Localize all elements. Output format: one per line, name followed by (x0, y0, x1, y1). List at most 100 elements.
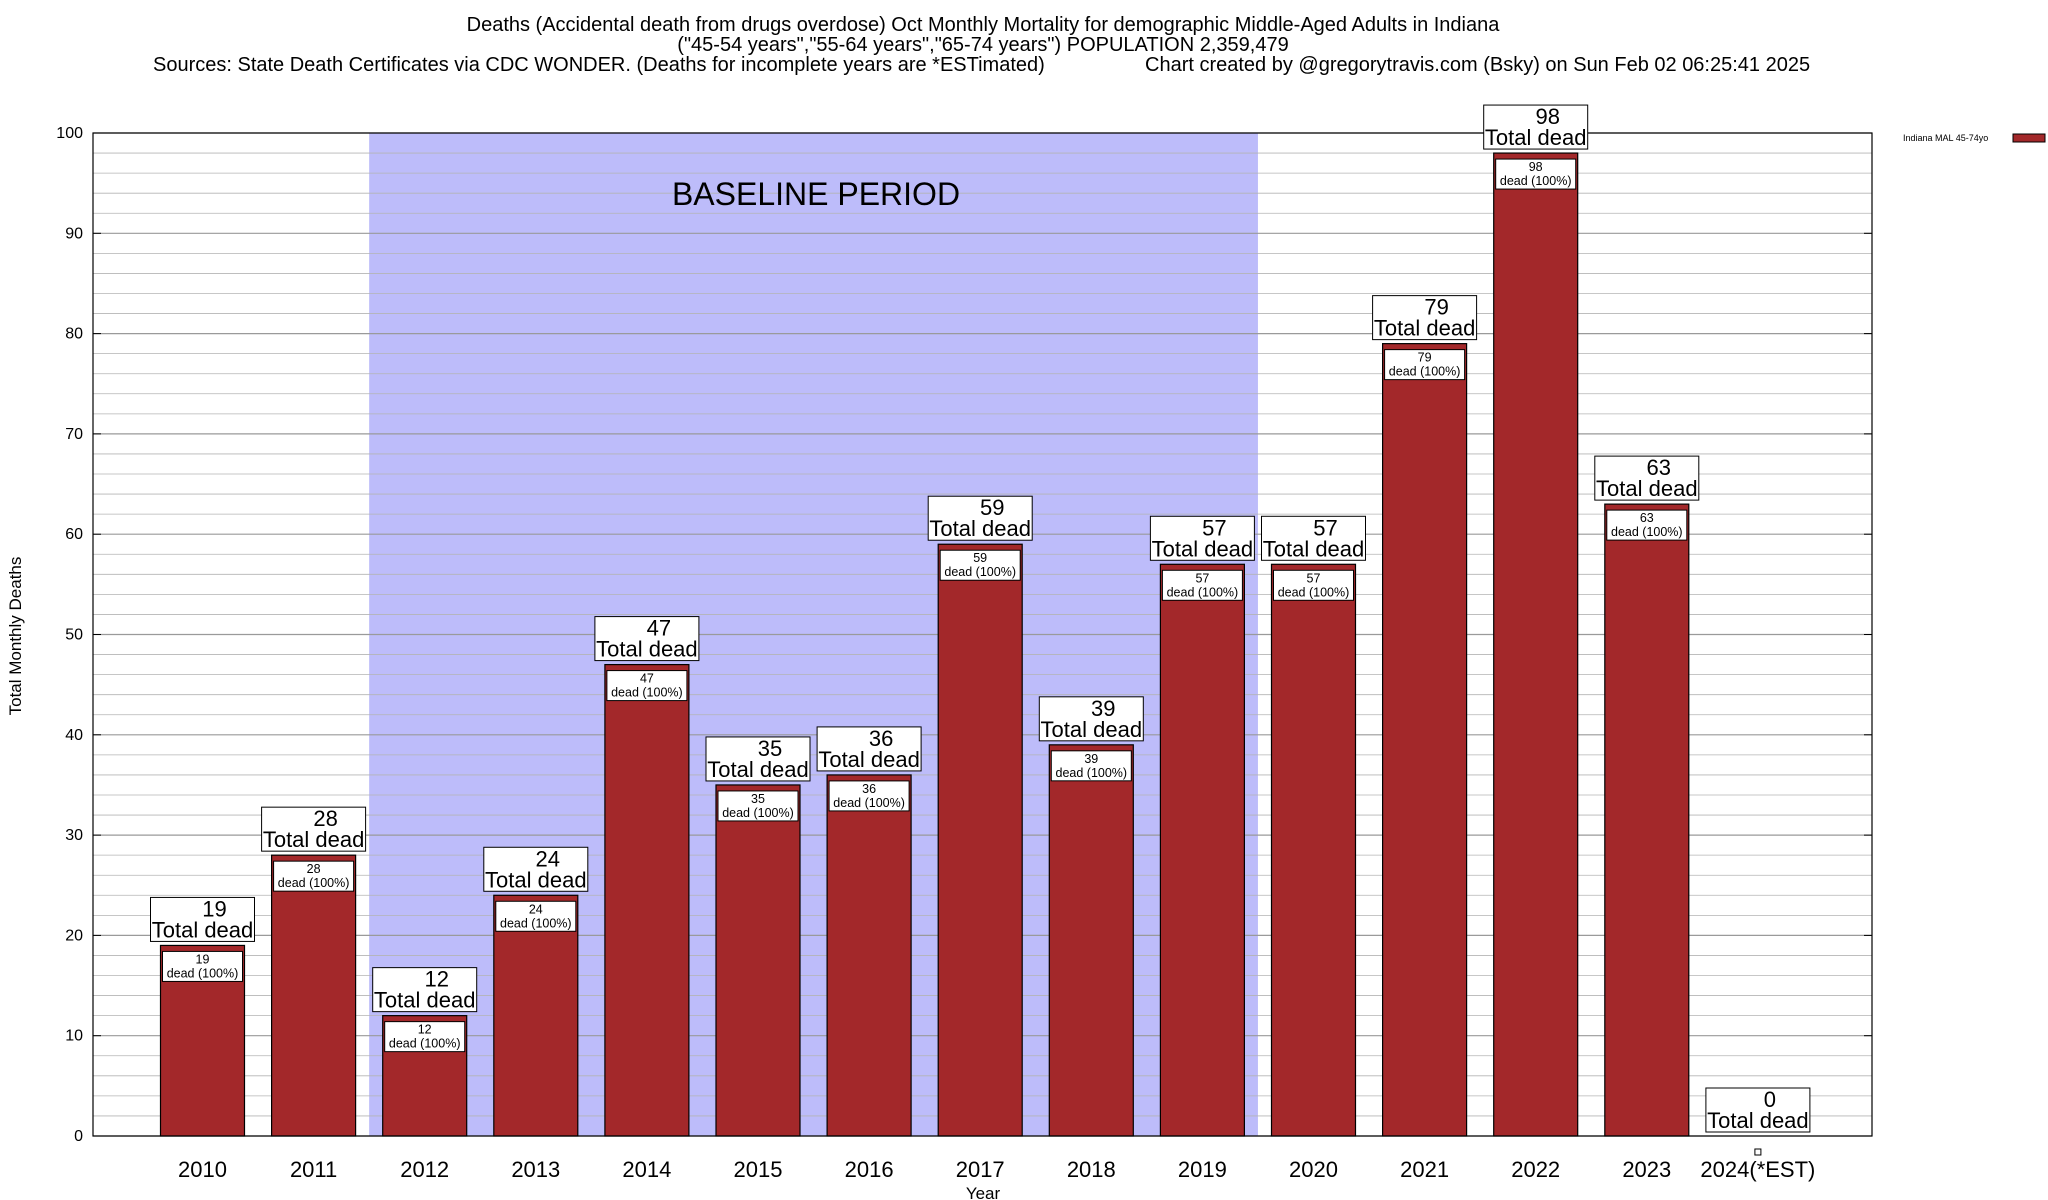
bar-inner-label-box (273, 860, 355, 892)
callout-value: 98 (1535, 104, 1559, 129)
plot-frame-layer: 0 10 20 30 40 50 60 70 80 90 100 2010 2011 2012 2013 20… (56, 125, 1873, 1182)
bar-inner-value: 57 (1307, 571, 1321, 585)
bar (1270, 563, 1357, 1137)
bars-layer (159, 152, 1762, 1156)
x-tick-label: 2024(*EST) (1700, 1157, 1815, 1182)
bar-inner-label: dead (100%) (278, 876, 350, 890)
callout-value: 28 (313, 806, 337, 831)
bar-inner-label: dead (100%) (1500, 174, 1572, 188)
y-tick-label: 20 (65, 927, 83, 944)
bar-inner-label: dead (100%) (389, 1037, 461, 1051)
chart-source-line: Sources: State Death Certificates via CD… (153, 54, 1045, 76)
callout-box (1483, 104, 1589, 150)
callout-value: 63 (1647, 455, 1671, 480)
callout-box (1038, 696, 1144, 742)
legend-swatch (2012, 133, 2046, 143)
x-tick-label: 2013 (511, 1157, 560, 1182)
callout-label: Total dead (1263, 536, 1365, 561)
callout-box (150, 896, 255, 942)
callout-label: Total dead (596, 637, 698, 662)
callout-box (261, 806, 367, 852)
bar-inner-label: dead (100%) (1167, 585, 1239, 599)
bar (1048, 744, 1134, 1137)
callout-label: Total dead (1596, 476, 1698, 501)
bar-inner-label-box (1050, 750, 1132, 782)
callout-value: 19 (202, 896, 226, 921)
bar-inner-value: 36 (862, 782, 876, 796)
bar-inner-value: 24 (529, 902, 543, 916)
bar-inner-value: 63 (1640, 511, 1654, 525)
bar-inner-label-box (162, 950, 243, 982)
y-tick-label: 100 (56, 125, 83, 142)
x-tick-label: 2022 (1511, 1157, 1560, 1182)
bar (715, 784, 801, 1137)
legend: Indiana MAL 45-74yo (1903, 133, 2046, 143)
bar-inner-label: dead (100%) (1389, 365, 1461, 379)
bar-inner-label-box (939, 549, 1021, 581)
bar-inner-label: dead (100%) (611, 686, 683, 700)
callout-value: 35 (758, 736, 782, 761)
callout-label: Total dead (1707, 1108, 1809, 1133)
bar (826, 774, 912, 1137)
callout-label: Total dead (485, 867, 587, 892)
bar-inner-label-box (717, 790, 799, 822)
callout-label: Total dead (1485, 125, 1587, 150)
callout-label: Total dead (1152, 536, 1254, 561)
legend-label: Indiana MAL 45-74yo (1903, 133, 1988, 143)
callout-box (1705, 1087, 1811, 1133)
bar-inner-label-box (1495, 158, 1577, 190)
bar-inner-value: 39 (1084, 752, 1098, 766)
callout-value: 39 (1091, 696, 1115, 721)
bar-inner-label: dead (100%) (1278, 585, 1350, 599)
bar (937, 543, 1023, 1137)
bar-inner-value: 47 (640, 672, 654, 686)
y-tick-label: 50 (65, 627, 83, 644)
bar (1604, 503, 1690, 1137)
x-tick-label: 2020 (1289, 1157, 1338, 1182)
x-tick-label: 2021 (1400, 1157, 1449, 1182)
bar (1159, 563, 1246, 1137)
callout-value: 24 (536, 846, 560, 871)
bar-inner-label: dead (100%) (722, 806, 794, 820)
bar-inner-label-box (495, 900, 577, 932)
callout-value: 12 (424, 967, 448, 992)
bar (271, 854, 357, 1137)
x-tick-label: 2016 (845, 1157, 894, 1182)
callout-box (816, 726, 922, 772)
text-layer: Deaths (Accidental death from drugs over… (6, 14, 1810, 1200)
bar-inner-value: 19 (196, 952, 210, 966)
callout-value: 0 (1764, 1087, 1776, 1112)
x-axis-label: Year (966, 1184, 1001, 1200)
chart-credit-line: Chart created by @gregorytravis.com (Bsk… (1145, 54, 1810, 76)
callout-value: 36 (869, 726, 893, 751)
x-tick-label: 2019 (1178, 1157, 1227, 1182)
bar-inner-label: dead (100%) (1056, 766, 1128, 780)
callout-box (594, 616, 700, 662)
x-tick-label: 2015 (734, 1157, 783, 1182)
chart-title-line-1: Deaths (Accidental death from drugs over… (467, 14, 1501, 36)
bar-inner-value: 35 (751, 792, 765, 806)
chart-title-line-2: ("45-54 years","55-64 years","65-74 year… (677, 34, 1288, 56)
callout-value: 47 (647, 616, 671, 641)
callout-value: 57 (1202, 515, 1226, 540)
baseline-period-label: BASELINE PERIOD (672, 176, 960, 212)
bar-inner-value: 59 (973, 551, 987, 565)
bar-inner-label-box (828, 780, 910, 812)
x-tick-label: 2014 (622, 1157, 671, 1182)
bar-inner-label: dead (100%) (1611, 525, 1683, 539)
callout-box (1149, 515, 1255, 561)
callout-box (1594, 455, 1700, 501)
callout-label: Total dead (929, 516, 1031, 541)
bar (1493, 152, 1579, 1137)
bar-inner-value: 57 (1195, 571, 1209, 585)
bar-inner-value: 79 (1418, 351, 1432, 365)
callout-label: Total dead (1374, 316, 1476, 341)
y-tick-label: 60 (65, 526, 83, 543)
callout-label: Total dead (707, 757, 809, 782)
y-tick-label: 0 (74, 1128, 83, 1145)
callout-box (927, 495, 1033, 541)
callout-label: Total dead (374, 988, 476, 1013)
